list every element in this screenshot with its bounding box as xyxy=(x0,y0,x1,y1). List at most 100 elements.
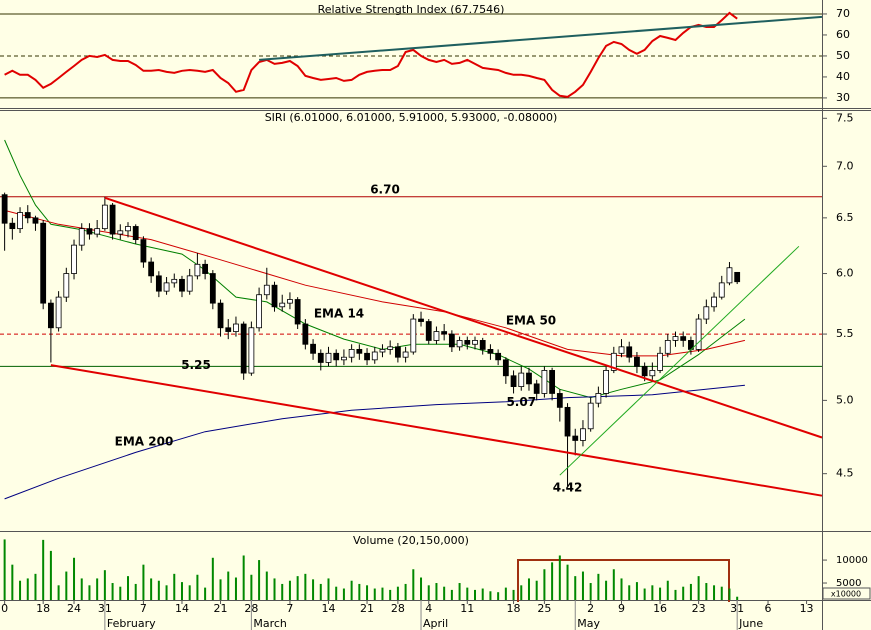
candle-body xyxy=(55,296,62,329)
volume-bar xyxy=(597,573,600,600)
trend-line xyxy=(259,15,823,61)
candle-body xyxy=(179,278,185,292)
candle-body xyxy=(433,331,440,341)
candle-body xyxy=(371,351,378,361)
volume-bar xyxy=(620,578,623,600)
candle-body xyxy=(86,228,93,235)
candle-body xyxy=(418,318,424,322)
volume-bar xyxy=(628,585,631,600)
candle-body xyxy=(217,302,224,329)
volume-bar xyxy=(304,573,307,600)
volume-bar xyxy=(34,573,37,600)
volume-bar xyxy=(234,577,237,600)
y-tick-label: 6.0 xyxy=(836,267,854,280)
volume-bar xyxy=(57,585,60,600)
volume-bar xyxy=(227,571,230,600)
volume-bar xyxy=(404,583,407,600)
x-tick-label: 16 xyxy=(653,602,667,615)
candle-body xyxy=(425,321,432,341)
candle-body xyxy=(71,244,77,274)
volume-bar xyxy=(435,583,438,600)
candle-body xyxy=(657,352,663,371)
candle-body xyxy=(649,370,656,377)
candle-body xyxy=(695,318,702,350)
annotation: 5.07 xyxy=(506,395,536,409)
volume-bar xyxy=(458,583,461,600)
candle-body xyxy=(672,336,679,341)
candle-body xyxy=(479,340,486,350)
candle-body xyxy=(464,340,471,345)
trend-line xyxy=(50,364,823,497)
rsi-line xyxy=(4,11,738,98)
volume-bar xyxy=(674,589,677,600)
candle-body xyxy=(603,370,609,394)
volume-bar xyxy=(296,576,299,600)
candle-body xyxy=(533,383,540,394)
volume-bar xyxy=(612,569,615,600)
volume-bar xyxy=(319,583,322,600)
candle-body xyxy=(302,323,309,345)
volume-bar xyxy=(65,571,68,600)
trend-line xyxy=(559,245,800,476)
candle-body xyxy=(310,343,316,354)
candle-body xyxy=(341,356,347,361)
volume-bar xyxy=(188,585,191,600)
candle-body xyxy=(40,222,47,304)
volume-bar xyxy=(381,587,384,600)
volume-bar xyxy=(643,588,646,600)
volume-box xyxy=(517,559,730,602)
volume-bar xyxy=(558,555,561,600)
volume-bar xyxy=(728,588,731,600)
volume-bar xyxy=(720,586,723,600)
volume-bar xyxy=(389,589,392,600)
candle-body xyxy=(294,299,301,325)
candle-body xyxy=(325,352,332,363)
series-label: EMA 50 xyxy=(506,314,556,328)
candle-body xyxy=(287,299,293,304)
candle-body xyxy=(587,402,594,430)
volume-bar xyxy=(80,578,83,600)
volume-bar xyxy=(127,576,130,600)
volume-bar xyxy=(512,589,515,600)
candle-body xyxy=(356,349,363,354)
x-tick-label: 18 xyxy=(507,602,521,615)
month-label: March xyxy=(253,617,287,630)
candle-body xyxy=(317,352,324,363)
candle-body xyxy=(132,226,139,240)
volume-bar xyxy=(450,589,453,600)
volume-bar xyxy=(682,586,685,600)
y-tick-label: 5.5 xyxy=(836,327,854,340)
candle-body xyxy=(541,370,548,394)
volume-bar xyxy=(19,580,22,600)
volume-bar xyxy=(697,576,700,600)
candle-body xyxy=(171,278,178,284)
volume-bar xyxy=(574,576,577,600)
panel-title: Volume (20,150,000) xyxy=(353,534,469,547)
volume-bar xyxy=(11,564,14,600)
candle-body xyxy=(734,271,741,283)
candle-body xyxy=(641,366,648,377)
volume-bar xyxy=(265,571,268,600)
volume-bar xyxy=(605,580,608,600)
volume-bar xyxy=(103,570,106,600)
volume-bar xyxy=(566,564,569,600)
y-tick-label: 30 xyxy=(836,91,850,104)
volume-bar xyxy=(26,578,29,600)
series-label: EMA 200 xyxy=(115,435,174,449)
volume-bar xyxy=(736,596,739,600)
volume-bar xyxy=(180,582,183,600)
candle-body xyxy=(101,204,108,230)
candle-body xyxy=(63,273,70,298)
volume-bar xyxy=(520,585,523,600)
volume-bar xyxy=(474,589,477,600)
volume-bar xyxy=(350,580,353,600)
candle-body xyxy=(9,222,16,230)
candle-body xyxy=(47,302,54,329)
x-tick-label: 23 xyxy=(692,602,706,615)
volume-bar xyxy=(281,583,284,600)
candle-body xyxy=(109,204,116,235)
candle-body xyxy=(448,333,455,348)
candle-body xyxy=(271,284,278,308)
candle-body xyxy=(441,331,448,335)
candle-body xyxy=(495,352,502,361)
